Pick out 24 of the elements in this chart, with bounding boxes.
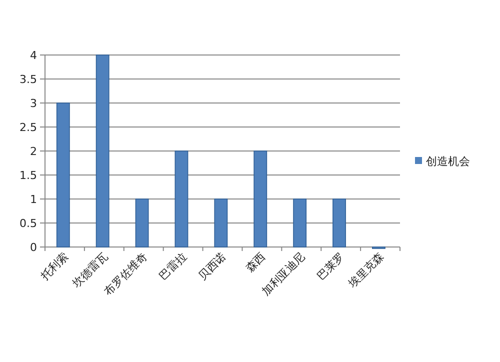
- bar: [254, 150, 268, 248]
- bar: [214, 198, 228, 248]
- bar: [174, 150, 188, 248]
- x-tick-label: 托利索: [38, 250, 71, 284]
- y-tick-label: 2.5: [20, 121, 37, 134]
- y-tick-label: 0.5: [20, 217, 37, 230]
- y-tick-label: 4: [30, 49, 37, 62]
- y-tick-label: 3.5: [20, 73, 37, 86]
- y-tick-label: 3: [30, 97, 37, 110]
- bar: [56, 102, 70, 248]
- bar: [332, 198, 346, 248]
- x-tick-label: 埃里克森: [345, 250, 386, 291]
- y-tick-label: 0: [30, 241, 37, 254]
- x-tick-label: 贝西诺: [196, 250, 229, 282]
- bar: [293, 198, 307, 248]
- y-tick-label: 1: [30, 193, 37, 206]
- y-tick-label: 2: [30, 145, 37, 158]
- x-tick-label: 森西: [243, 250, 268, 275]
- y-tick-label: 1.5: [20, 169, 37, 182]
- legend-label: 创造机会: [426, 155, 470, 168]
- x-tick-label: 巴莱罗: [314, 250, 347, 282]
- x-tick-label: 巴雷拉: [156, 250, 190, 282]
- bar: [135, 198, 149, 248]
- bar: [96, 54, 110, 248]
